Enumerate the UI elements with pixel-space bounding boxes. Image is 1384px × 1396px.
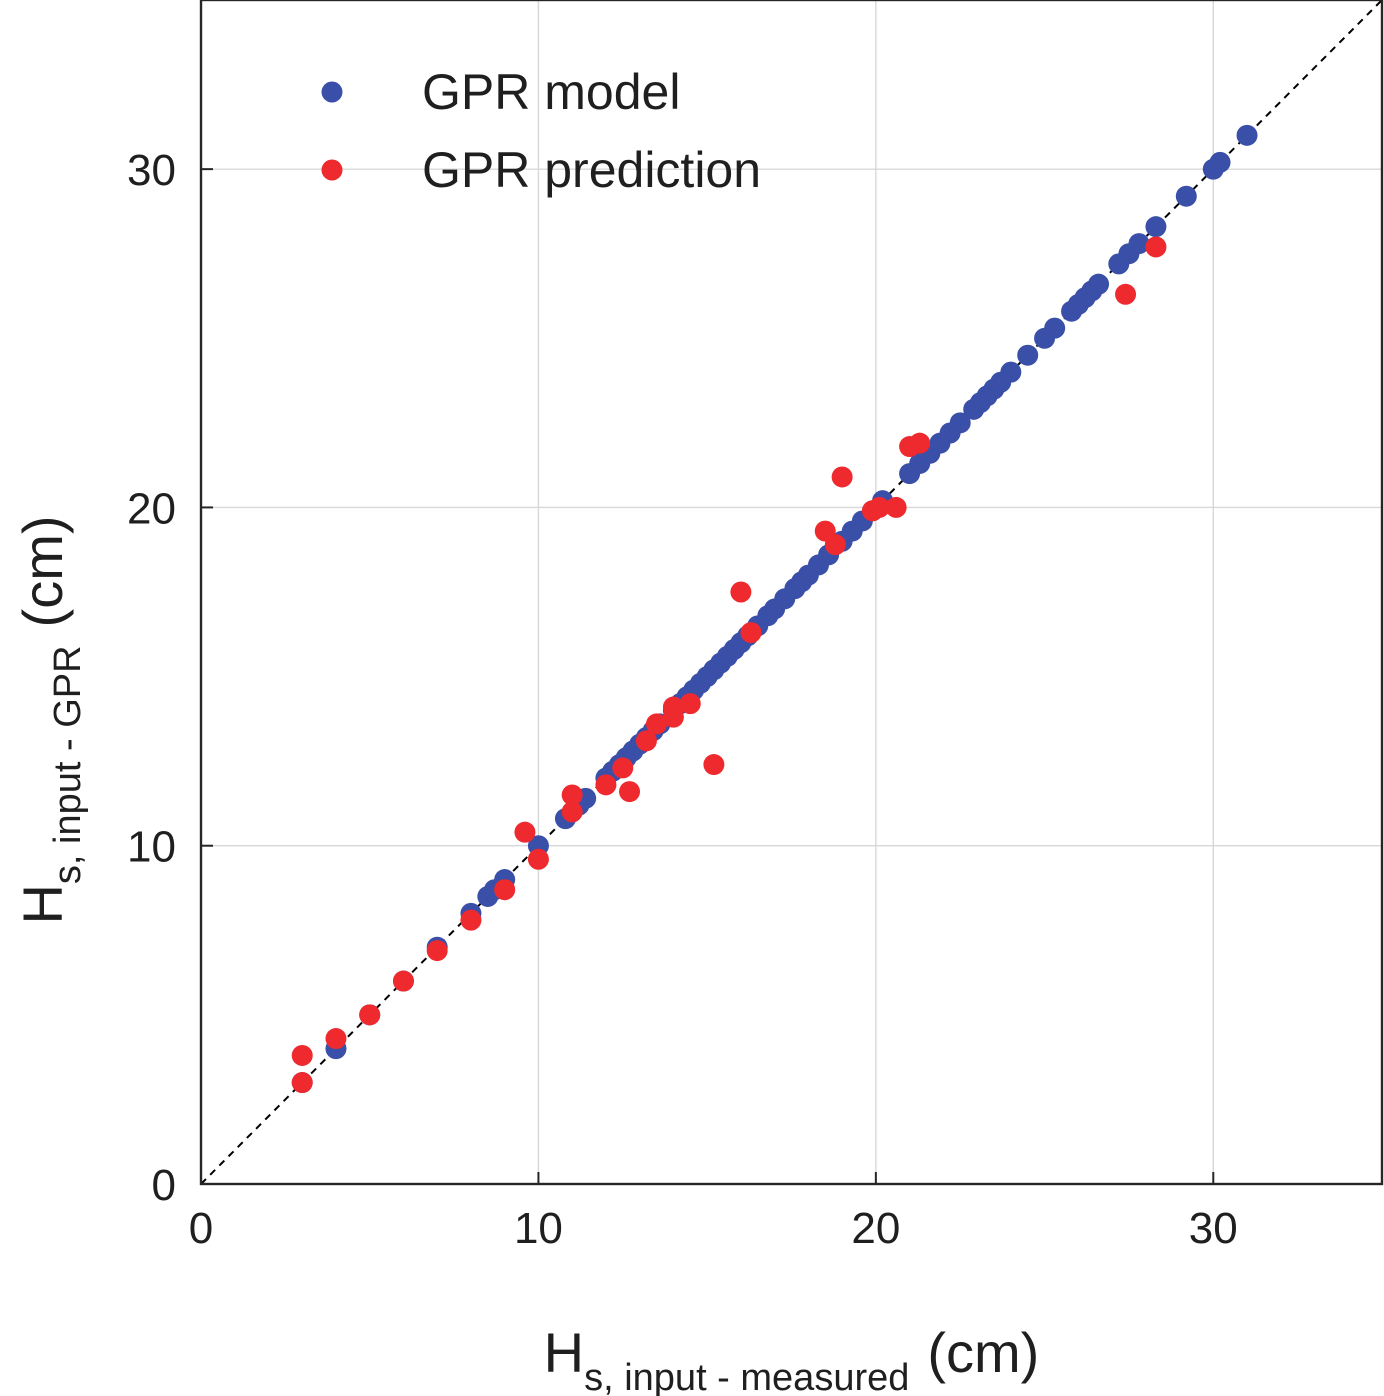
data-point	[494, 879, 516, 901]
data-series	[291, 124, 1258, 1094]
data-point	[460, 909, 482, 931]
y-tick-label: 10	[127, 823, 176, 872]
y-axis-label-unit: (cm)	[11, 515, 74, 627]
data-point	[291, 1072, 313, 1094]
axes: 0 10 20 30 0 10 20 30	[127, 0, 1384, 1253]
data-point	[1044, 317, 1066, 339]
legend-item-gpr-model: GPR model	[321, 64, 680, 120]
data-point	[561, 784, 583, 806]
data-point	[868, 496, 890, 518]
legend: GPR model GPR prediction	[321, 64, 761, 198]
data-point	[1017, 344, 1039, 366]
y-axis-label: Hs, input - GPR (cm)	[11, 515, 89, 924]
plot-frame	[199, 0, 1384, 1186]
y-tick-label: 20	[127, 484, 176, 533]
data-point	[392, 970, 414, 992]
legend-label: GPR model	[422, 64, 680, 120]
data-point	[514, 821, 536, 843]
legend-marker	[321, 159, 343, 181]
data-point	[561, 801, 583, 823]
data-point	[1209, 151, 1231, 173]
data-point	[1236, 124, 1258, 146]
data-point	[359, 1004, 381, 1026]
x-axis-label-unit: (cm)	[927, 1321, 1039, 1384]
data-point	[730, 581, 752, 603]
data-point	[1000, 361, 1022, 383]
data-point	[1088, 273, 1110, 295]
data-point	[831, 466, 853, 488]
x-tick-label: 0	[189, 1204, 213, 1253]
data-point	[426, 940, 448, 962]
x-tick-label: 20	[851, 1204, 900, 1253]
data-point	[679, 693, 701, 715]
data-point	[1145, 236, 1167, 258]
data-point	[909, 432, 931, 454]
data-point	[635, 730, 657, 752]
data-point	[703, 754, 725, 776]
data-point	[527, 848, 549, 870]
data-point	[325, 1028, 347, 1050]
data-point	[1128, 233, 1150, 255]
data-point	[619, 781, 641, 803]
y-tick-label: 0	[152, 1161, 176, 1210]
x-axis-label-subscript: s, input - measured	[584, 1357, 909, 1396]
data-point	[291, 1044, 313, 1066]
data-point	[1145, 216, 1167, 238]
x-axis-label: Hs, input - measured (cm)	[544, 1321, 1040, 1396]
legend-item-gpr-prediction: GPR prediction	[321, 142, 761, 198]
data-point	[949, 412, 971, 434]
y-axis-label-subscript: s, input - GPR	[47, 645, 89, 884]
legend-label: GPR prediction	[422, 142, 761, 198]
data-point	[1175, 185, 1197, 207]
y-tick-label: 30	[127, 146, 176, 195]
legend-marker	[321, 81, 343, 103]
data-point	[646, 713, 668, 735]
data-point	[1115, 283, 1137, 305]
x-axis-label-main: H	[544, 1321, 584, 1384]
data-point	[740, 622, 762, 644]
x-tick-label: 30	[1189, 1204, 1238, 1253]
data-point	[824, 534, 846, 556]
data-point	[662, 706, 684, 728]
x-tick-label: 10	[514, 1204, 563, 1253]
data-point	[595, 774, 617, 796]
y-axis-label-main: H	[11, 884, 74, 924]
data-point	[885, 496, 907, 518]
series-gpr-prediction	[291, 236, 1167, 1094]
data-point	[612, 757, 634, 779]
